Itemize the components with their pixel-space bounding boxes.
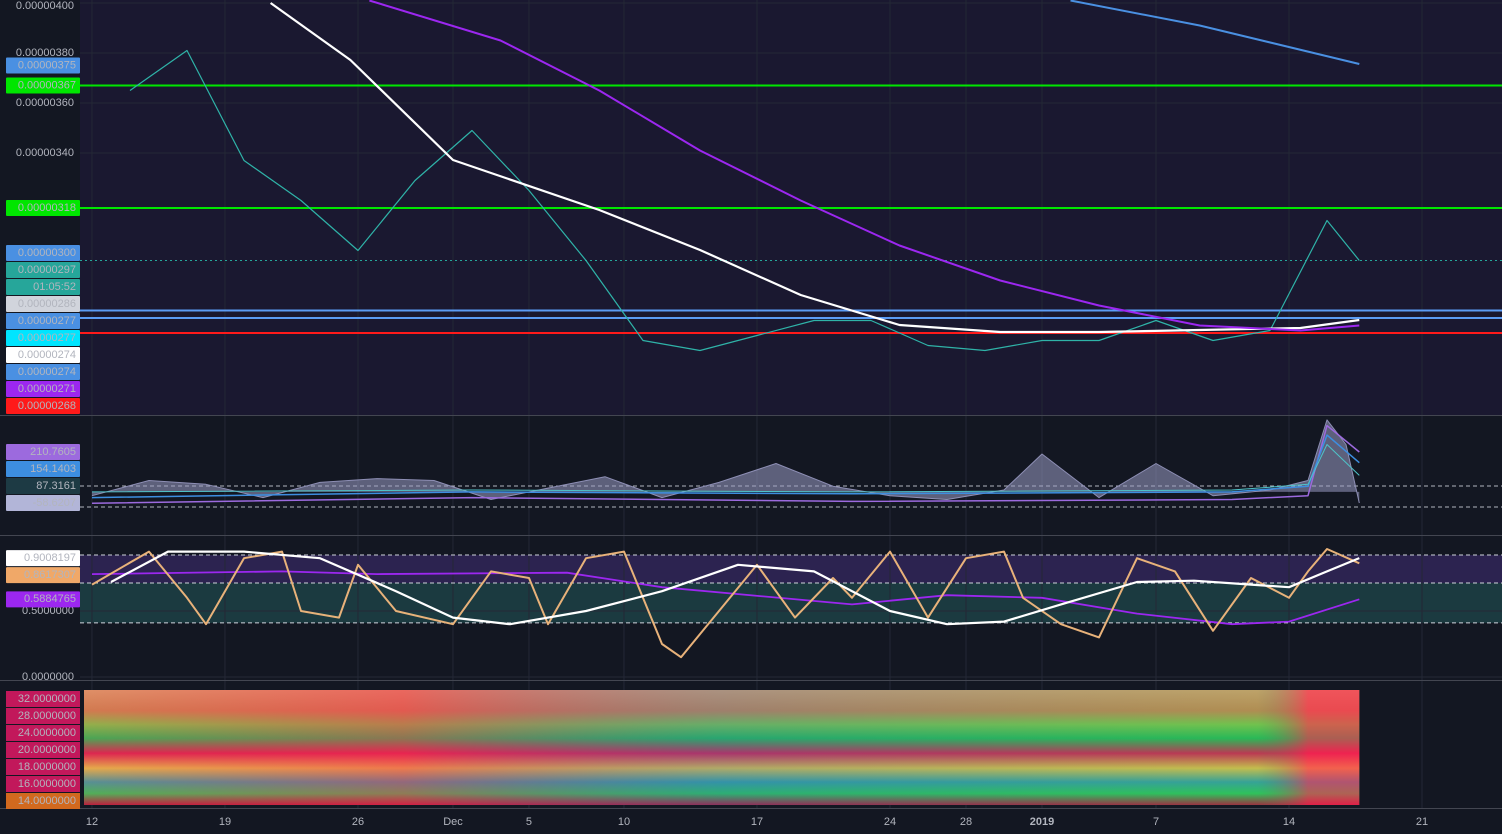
series-line (110, 550, 1360, 626)
x-tick-label: 19 (219, 816, 231, 828)
price-tag-label: 154.1403 (30, 463, 76, 475)
price-tag (6, 313, 80, 329)
price-tag-label: 01:05:52 (33, 281, 76, 293)
series-line (91, 444, 1360, 493)
price-tag-label: 0.8617307 (24, 569, 76, 581)
price-tag (6, 200, 80, 216)
x-tick-label: 10 (618, 816, 630, 828)
price-tag (6, 494, 80, 511)
heatmap-overlay (84, 690, 1360, 805)
price-tag-label: 0.9008197 (24, 552, 76, 564)
row-tag (6, 691, 80, 707)
row-label: 14.0000000 (18, 795, 76, 807)
row-label: 20.0000000 (18, 744, 76, 756)
series-line (369, 0, 1360, 332)
row-label: 24.0000000 (18, 727, 76, 739)
price-tag (6, 262, 80, 278)
price-tag-label: 0.00000277 (18, 332, 76, 344)
row-tag (6, 708, 80, 724)
row-tag (6, 725, 80, 741)
price-tag-label: 0.00000300 (18, 247, 76, 259)
price-tag-label: 0.00000286 (18, 298, 76, 310)
y-tick-label: 0.00000400 (16, 0, 74, 12)
row-tag (6, 793, 80, 809)
x-tick-label: Dec (443, 816, 463, 828)
area (91, 419, 1360, 503)
y-tick-label: 0.00000340 (16, 147, 74, 159)
row-label: 16.0000000 (18, 778, 76, 790)
series-line (91, 424, 1360, 505)
plot (80, 0, 1502, 805)
price-tag (6, 245, 80, 261)
series-line (91, 434, 1360, 499)
price-tag-label: 0.00000367 (18, 79, 76, 91)
price-tag (6, 57, 80, 74)
price-tag (6, 591, 80, 608)
series-line (91, 548, 1360, 659)
price-tag (6, 381, 80, 397)
y-tick-label: 0.00000360 (16, 97, 74, 109)
series-line (269, 2, 1360, 334)
x-tick-label: 26 (352, 816, 364, 828)
x-tick-label: 28 (960, 816, 972, 828)
series-line (129, 49, 1360, 352)
x-tick-label: 7 (1153, 816, 1159, 828)
x-tick-label: 21 (1416, 816, 1428, 828)
price-tag-label: 0.00000375 (18, 59, 76, 71)
x-tick-label: 5 (526, 816, 532, 828)
price-tag-label: 210.7605 (30, 446, 76, 458)
price-tag-label: 0.00000318 (18, 202, 76, 214)
price-tag-label: 0.00000274 (18, 366, 76, 378)
y-tick-label: 0.00000380 (16, 47, 74, 59)
x-tick-label: 17 (751, 816, 763, 828)
price-tag (6, 567, 80, 584)
price-tag-label: 0.5884765 (24, 593, 76, 605)
x-tick-label: 14 (1283, 816, 1295, 828)
price-tag (6, 330, 80, 346)
price-tag (6, 364, 80, 380)
price-tag (6, 279, 80, 295)
price-tag (6, 477, 80, 494)
price-tag-label: 0.00000268 (18, 400, 76, 412)
x-tick-label: 24 (884, 816, 896, 828)
row-label: 32.0000000 (18, 693, 76, 705)
band (80, 583, 1502, 623)
series-line (1070, 0, 1360, 65)
y-tick-label: 0.5000000 (22, 605, 74, 617)
price-tag (6, 398, 80, 414)
x-tick-label: 12 (86, 816, 98, 828)
row-tag (6, 776, 80, 792)
price-tag (6, 460, 80, 477)
price-tag (6, 443, 80, 460)
price-tag-label: 0.00000297 (18, 264, 76, 276)
price-tag-label: 0.00000277 (18, 315, 76, 327)
x-tick-label: 2019 (1030, 816, 1054, 828)
price-tag (6, 347, 80, 363)
price-tag (6, 296, 80, 312)
price-tag (6, 550, 80, 567)
price-tag-label: -58.6207 (33, 497, 76, 509)
row-label: 18.0000000 (18, 761, 76, 773)
price-tags: 0.00000375 0.00000367 0.00000318 0.00000300… (6, 57, 80, 809)
row-tag (6, 759, 80, 775)
price-tag-label: 0.00000274 (18, 349, 76, 361)
price-tag (6, 77, 80, 94)
row-label: 28.0000000 (18, 710, 76, 722)
row-tag (6, 742, 80, 758)
series-line (91, 570, 1360, 626)
y-tick-label: 0.0000000 (22, 671, 74, 683)
price-tag-label: 0.00000271 (18, 383, 76, 395)
price-tag-label: 87.3161 (36, 480, 76, 492)
series-line (91, 419, 1360, 504)
